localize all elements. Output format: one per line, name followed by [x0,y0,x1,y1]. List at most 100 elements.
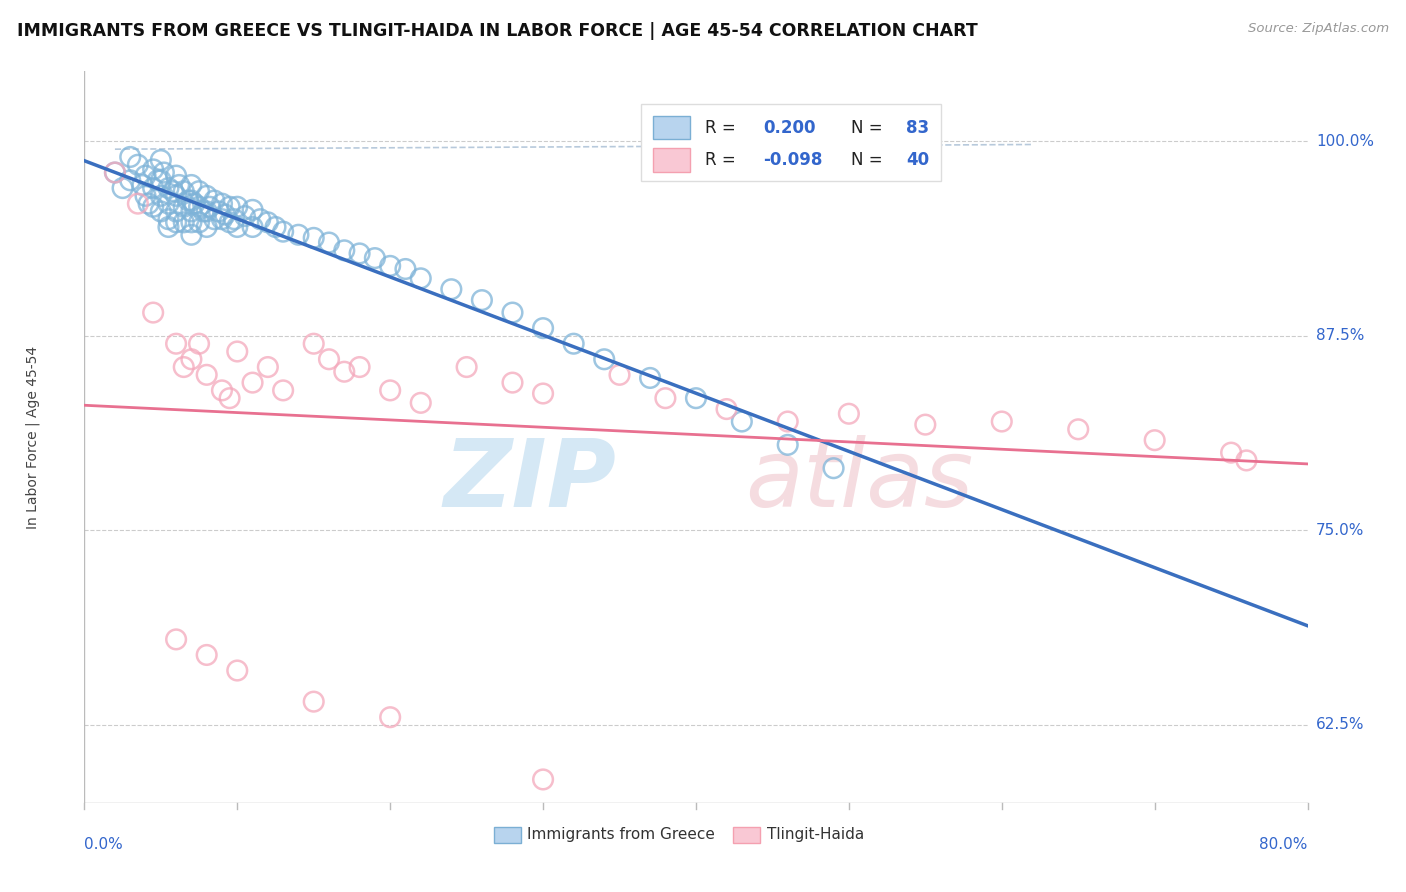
Point [991,415,1014,429]
Point [135,169,157,183]
Point [638,371,661,385]
Point [193,204,215,219]
Point [167,178,190,192]
Point [302,231,325,245]
Point [142,200,165,214]
Point [233,209,256,223]
Point [153,165,176,179]
Point [224,212,246,227]
Point [111,181,134,195]
Text: -0.098: -0.098 [763,151,823,169]
Point [195,189,218,203]
Text: Tlingit-Haida: Tlingit-Haida [766,828,865,842]
Point [271,225,294,239]
Point [471,293,494,307]
Point [271,384,294,398]
Point [1143,433,1166,447]
Point [120,173,142,187]
Point [226,200,249,214]
Point [531,772,554,787]
Point [685,391,707,405]
Point [149,153,172,167]
Point [195,219,218,234]
Point [157,212,180,227]
Point [162,184,184,198]
Point [149,204,172,219]
Point [165,204,187,219]
Point [173,200,195,214]
Text: 62.5%: 62.5% [1316,717,1364,732]
Point [456,359,478,374]
Point [211,196,233,211]
Point [502,305,524,319]
Point [146,173,169,187]
Point [380,384,402,398]
Point [531,321,554,335]
Text: atlas: atlas [745,435,973,526]
Point [188,336,211,351]
Point [914,417,936,432]
Point [731,415,754,429]
Point [138,196,160,211]
Point [195,204,218,219]
Point [188,215,211,229]
Point [257,215,280,229]
Point [183,196,205,211]
Point [716,402,738,417]
FancyBboxPatch shape [654,116,690,139]
Point [318,352,340,367]
Text: 40: 40 [907,151,929,169]
Point [242,202,264,217]
Point [776,438,799,452]
FancyBboxPatch shape [654,148,690,171]
Point [218,200,240,214]
Point [302,336,325,351]
Point [218,215,240,229]
Point [562,336,585,351]
Text: 0.0%: 0.0% [84,837,124,852]
Point [409,271,432,285]
Point [173,359,195,374]
Point [211,384,233,398]
FancyBboxPatch shape [733,827,759,843]
Point [823,461,845,475]
Point [142,305,165,319]
Point [198,200,221,214]
Point [242,376,264,390]
Text: 83: 83 [907,119,929,136]
Point [1067,422,1090,436]
Point [349,359,371,374]
Text: R =: R = [704,151,741,169]
Point [264,219,287,234]
Point [165,336,187,351]
Point [173,184,195,198]
Text: 80.0%: 80.0% [1260,837,1308,852]
Point [349,246,371,260]
Point [380,259,402,273]
Point [180,215,202,229]
Point [131,178,153,192]
Point [302,695,325,709]
Point [226,344,249,359]
Point [409,396,432,410]
Point [165,215,187,229]
Point [104,165,127,179]
Point [202,194,225,208]
Point [195,648,218,662]
Point [318,235,340,250]
Point [333,365,356,379]
Text: N =: N = [851,119,889,136]
Point [249,212,271,227]
Point [287,227,309,242]
Point [257,359,280,374]
Point [226,664,249,678]
Point [177,194,200,208]
Point [165,632,187,647]
Text: 75.0%: 75.0% [1316,523,1364,538]
Point [609,368,631,382]
Point [180,178,202,192]
Point [165,189,187,203]
Point [135,189,157,203]
Text: In Labor Force | Age 45-54: In Labor Force | Age 45-54 [25,345,41,529]
Point [226,219,249,234]
